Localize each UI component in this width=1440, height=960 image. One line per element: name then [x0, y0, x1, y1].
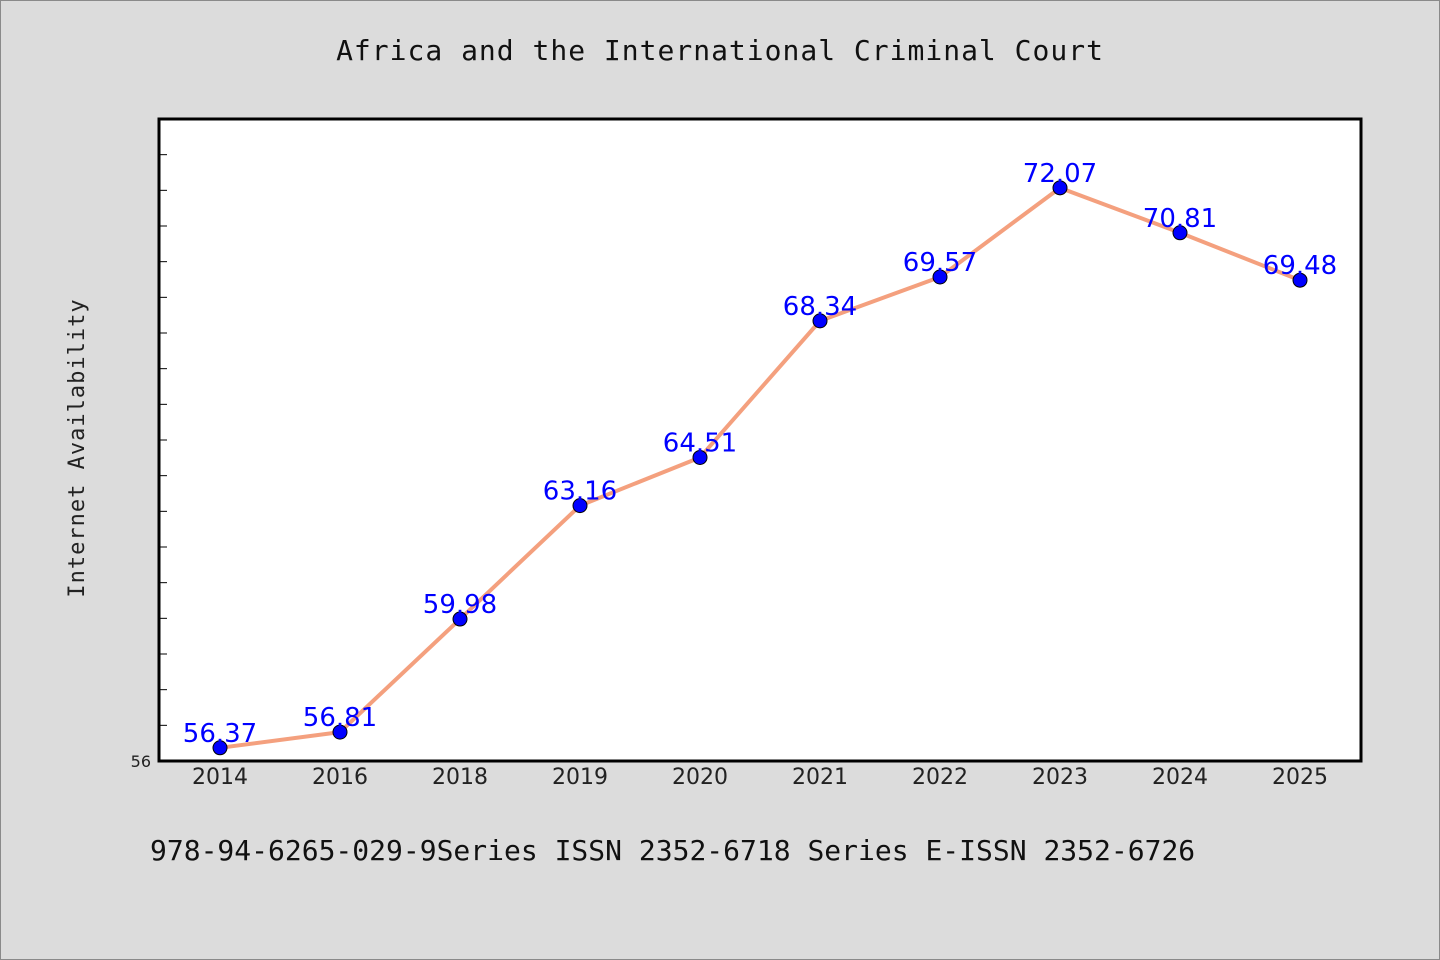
data-point [1292, 272, 1308, 288]
data-point [452, 611, 468, 627]
y-axis-ticks [159, 154, 167, 726]
x-tick-label: 2024 [1152, 765, 1208, 790]
data-label: 59.98 [423, 590, 497, 620]
x-tick-label: 2025 [1272, 765, 1328, 790]
data-point [212, 740, 228, 756]
y-tick-label: 56 [131, 752, 151, 771]
data-point [932, 269, 948, 285]
data-point [812, 313, 828, 329]
x-tick-label: 2020 [672, 765, 728, 790]
isbn-issn-footer: 978-94-6265-029-9Series ISSN 2352-6718 S… [150, 834, 1196, 867]
y-axis-tick-labels: 56 [131, 752, 151, 771]
data-label: 64.51 [663, 428, 737, 458]
data-point [572, 498, 588, 514]
chart-title: Africa and the International Criminal Co… [336, 34, 1104, 67]
data-label: 56.37 [183, 719, 257, 749]
data-label: 69.57 [903, 248, 977, 278]
x-axis-tick-labels: 2014 2016 2018 2019 2020 2021 2022 2023 2024 2025 [192, 765, 1328, 790]
y-axis-title: Internet Availability [65, 298, 90, 597]
data-markers [212, 180, 1308, 756]
data-label: 56.81 [303, 703, 377, 733]
data-point [692, 449, 708, 465]
data-label: 63.16 [543, 477, 617, 507]
data-labels: 56.37 56.81 59.98 63.16 64.51 68.34 69.57 72.07… [183, 159, 1337, 749]
data-label: 68.34 [783, 292, 857, 322]
data-label: 72.07 [1023, 159, 1097, 189]
data-point [1172, 225, 1188, 241]
data-label: 69.48 [1263, 251, 1337, 281]
x-tick-label: 2016 [312, 765, 368, 790]
x-tick-label: 2019 [552, 765, 608, 790]
data-point [332, 724, 348, 740]
x-tick-label: 2022 [912, 765, 968, 790]
data-point [1052, 180, 1068, 196]
x-tick-label: 2018 [432, 765, 488, 790]
x-tick-label: 2023 [1032, 765, 1088, 790]
series-line-group [219, 185, 1301, 750]
x-tick-label: 2021 [792, 765, 848, 790]
series-line [219, 185, 1301, 750]
x-tick-label: 2014 [192, 765, 248, 790]
data-label: 70.81 [1143, 204, 1217, 234]
